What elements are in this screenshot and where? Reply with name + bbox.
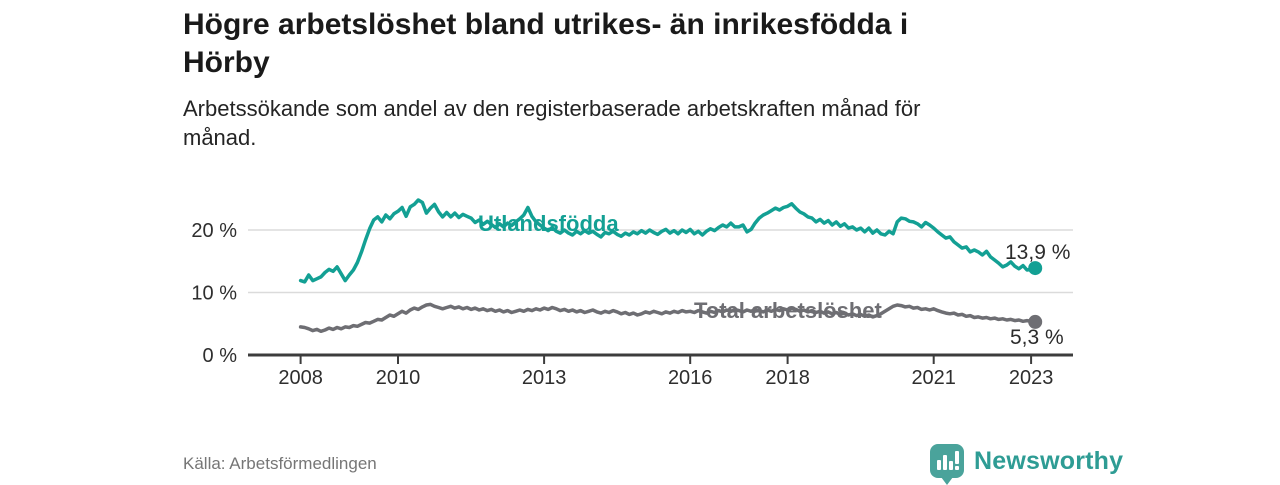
line-total-arbetsl-shet	[298, 302, 1037, 334]
source-note: Källa: Arbetsförmedlingen	[183, 454, 377, 473]
title-line-1: Högre arbetslöshet bland utrikes- än inr…	[183, 8, 909, 41]
end-value-total: 5,3 %	[1010, 326, 1064, 349]
line-utlandsf-dda	[298, 198, 1037, 284]
x-tick-label: 2010	[376, 367, 421, 389]
end-dot	[1028, 314, 1043, 329]
y-tick-label: 10 %	[191, 283, 237, 305]
chart-subtitle: Arbetssökande som andel av den registerb…	[183, 94, 1063, 152]
end-dot	[1028, 261, 1043, 276]
x-tick-label: 2008	[278, 367, 323, 389]
series-label-utlandsfodda: Utlandsfödda	[478, 211, 619, 236]
logo-exclamation-icon	[955, 451, 959, 464]
subtitle-line-2: månad.	[183, 125, 257, 150]
axis-layer: 2008 2010 2013 2016 2018 2021 2023 0 % 10 % 20 %	[191, 220, 1073, 389]
page-title: Högre arbetslöshet bland utrikes- än inr…	[183, 6, 1103, 82]
gridlines-layer	[248, 229, 1073, 294]
x-tick-label: 2023	[1009, 367, 1054, 389]
logo-bar-icon	[943, 455, 947, 470]
logo-pin-tail	[941, 477, 953, 485]
y-tick-label: 0 %	[203, 345, 238, 367]
brand-wordmark: Newsworthy	[974, 446, 1124, 475]
logo-bar-icon	[937, 460, 941, 470]
subtitle-line-1: Arbetssökande som andel av den registerb…	[183, 96, 921, 121]
x-tick-label: 2018	[765, 367, 810, 389]
newsworthy-brand: Newsworthy	[930, 441, 1124, 485]
logo-bar-icon	[949, 461, 953, 470]
x-tick-label: 2013	[522, 367, 567, 389]
x-tick-label: 2016	[668, 367, 713, 389]
newsworthy-logo-icon	[930, 444, 964, 485]
series-label-total: Total arbetslöshet	[694, 298, 883, 323]
end-dots-layer	[1028, 261, 1043, 329]
series-layer	[298, 198, 1037, 334]
logo-exclamation-dot-icon	[955, 466, 959, 470]
end-value-utlandsfodda: 13,9 %	[1005, 241, 1070, 264]
y-tick-label: 20 %	[191, 220, 237, 242]
title-line-2: Hörby	[183, 46, 270, 79]
x-tick-label: 2021	[911, 367, 956, 389]
